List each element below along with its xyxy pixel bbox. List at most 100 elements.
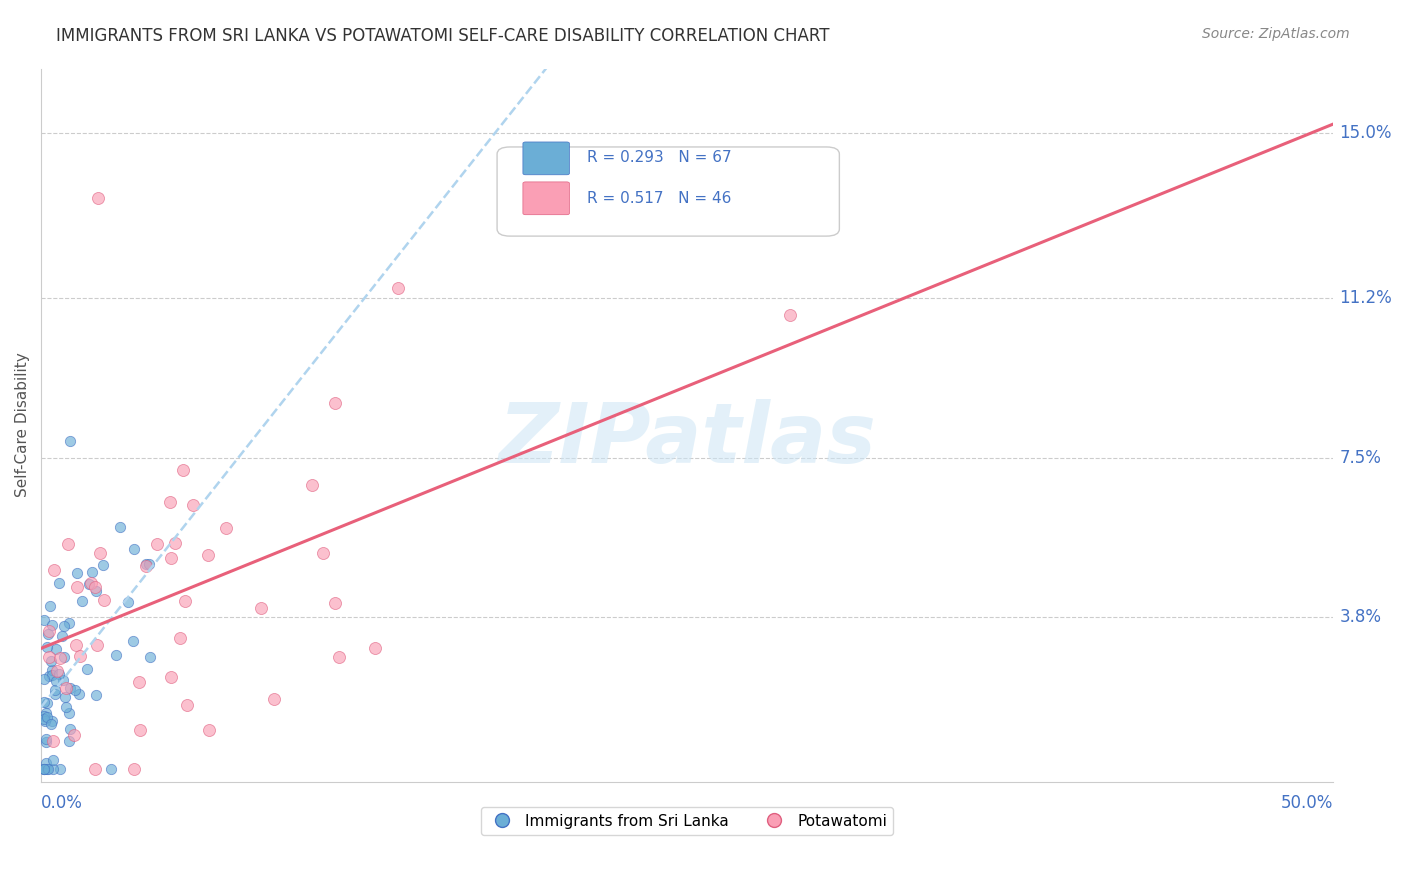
Text: 7.5%: 7.5% <box>1340 449 1381 467</box>
Point <box>93 558 115 573</box>
Point <box>34 714 56 729</box>
Point <box>312 546 335 560</box>
Point <box>138 557 160 571</box>
Point <box>37 762 59 776</box>
Point <box>37 627 59 641</box>
Point <box>301 478 323 492</box>
Point <box>66 580 89 594</box>
Point <box>58 616 80 631</box>
Point <box>82 566 104 580</box>
Point <box>67 687 90 701</box>
Point <box>138 649 160 664</box>
Point <box>172 463 194 477</box>
Point <box>35 735 58 749</box>
Point <box>174 594 197 608</box>
Point <box>55 681 77 695</box>
Point <box>59 434 82 449</box>
Text: R = 0.517   N = 46: R = 0.517 N = 46 <box>588 191 733 206</box>
Point <box>328 650 350 665</box>
Y-axis label: Self-Care Disability: Self-Care Disability <box>15 352 30 498</box>
Point <box>215 521 238 535</box>
Point <box>159 495 181 509</box>
Point <box>84 762 107 776</box>
Point <box>70 594 93 608</box>
Point <box>197 548 219 562</box>
Point <box>69 649 91 664</box>
Point <box>122 762 145 776</box>
Point <box>198 723 221 738</box>
Point <box>34 672 56 686</box>
Point <box>59 681 82 695</box>
Point <box>323 396 346 410</box>
Text: 50.0%: 50.0% <box>1281 795 1333 813</box>
Point <box>129 723 152 737</box>
Point <box>44 682 66 697</box>
Point <box>128 675 150 690</box>
Text: Source: ZipAtlas.com: Source: ZipAtlas.com <box>1202 27 1350 41</box>
Point <box>53 618 76 632</box>
Point <box>83 580 105 594</box>
Point <box>108 520 131 534</box>
Point <box>76 662 98 676</box>
Point <box>122 633 145 648</box>
Point <box>48 666 70 681</box>
Point <box>41 667 63 681</box>
Point <box>63 728 86 742</box>
Point <box>49 651 72 665</box>
Text: R = 0.293   N = 67: R = 0.293 N = 67 <box>588 150 733 165</box>
Point <box>32 709 55 723</box>
Point <box>59 723 82 737</box>
Point <box>87 191 110 205</box>
Point <box>35 706 58 720</box>
Point <box>41 618 63 632</box>
Point <box>45 665 67 679</box>
Point <box>159 670 181 684</box>
Point <box>38 624 60 638</box>
Point <box>48 575 70 590</box>
Point <box>38 669 60 683</box>
Point <box>263 692 285 706</box>
Point <box>53 690 76 705</box>
Point <box>52 673 75 687</box>
Point <box>37 762 59 776</box>
Point <box>77 577 100 591</box>
FancyBboxPatch shape <box>523 142 569 175</box>
Text: ZIPatlas: ZIPatlas <box>498 399 876 480</box>
Point <box>41 663 63 677</box>
Point <box>169 631 191 645</box>
Point <box>39 717 62 731</box>
FancyBboxPatch shape <box>523 182 569 215</box>
Point <box>86 638 108 652</box>
Point <box>124 541 146 556</box>
Point <box>32 762 55 776</box>
Point <box>39 599 62 614</box>
Point <box>52 650 75 665</box>
Point <box>41 654 63 668</box>
Point <box>93 593 115 607</box>
Point <box>58 706 80 720</box>
Point <box>45 642 67 657</box>
Point <box>364 640 387 655</box>
Point <box>249 601 271 615</box>
Point <box>100 762 122 776</box>
FancyBboxPatch shape <box>498 147 839 236</box>
Point <box>66 566 89 581</box>
Legend: Immigrants from Sri Lanka, Potawatomi: Immigrants from Sri Lanka, Potawatomi <box>481 807 893 835</box>
Point <box>159 551 181 566</box>
Point <box>32 712 55 726</box>
Point <box>41 762 63 776</box>
Point <box>42 733 65 747</box>
Point <box>117 595 139 609</box>
Point <box>163 536 186 550</box>
Point <box>176 698 198 712</box>
Text: IMMIGRANTS FROM SRI LANKA VS POTAWATOMI SELF-CARE DISABILITY CORRELATION CHART: IMMIGRANTS FROM SRI LANKA VS POTAWATOMI … <box>56 27 830 45</box>
Point <box>65 638 87 652</box>
Point <box>55 699 77 714</box>
Point <box>37 710 59 724</box>
Point <box>145 536 167 550</box>
Point <box>32 695 55 709</box>
Point <box>45 674 67 689</box>
Point <box>135 559 157 574</box>
Point <box>387 281 409 295</box>
Point <box>86 583 108 598</box>
